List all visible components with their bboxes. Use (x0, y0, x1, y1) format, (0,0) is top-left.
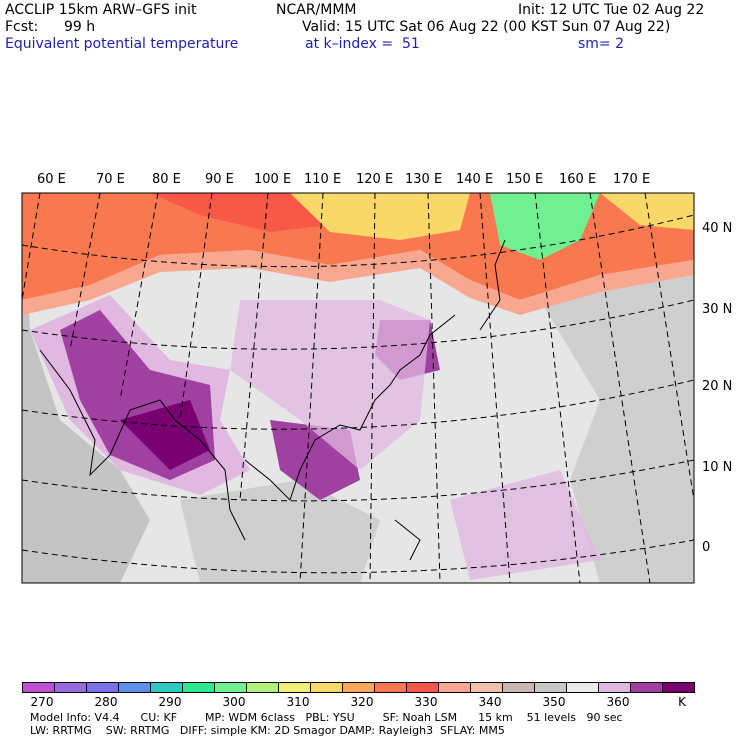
colorbar-tick: 320 (350, 695, 374, 709)
yellow-region (290, 193, 470, 240)
lon-label: 100 E (254, 172, 292, 187)
colorbar-swatch (375, 683, 407, 692)
lon-label: 150 E (506, 172, 544, 187)
valid-time: Valid: 15 UTC Sat 06 Aug 22 (00 KST Sun … (302, 19, 671, 35)
lon-label: 110 E (304, 172, 342, 187)
colorbar-swatch (663, 683, 694, 692)
init-time: Init: 12 UTC Tue 02 Aug 22 (518, 2, 705, 18)
organization-label: NCAR/MMM (276, 2, 357, 18)
colorbar-swatch (119, 683, 151, 692)
vertical-level: at k–index = 51 (305, 36, 420, 52)
colorbar-tick: 360 (606, 695, 630, 709)
colorbar-swatch (311, 683, 343, 692)
model-info-line2: LW: RRTMG SW: RRTMG DIFF: simple KM: 2D … (30, 724, 505, 737)
lon-label: 70 E (96, 172, 125, 187)
colorbar-swatch (471, 683, 503, 692)
colorbar-swatch (535, 683, 567, 692)
colorbar-swatch (599, 683, 631, 692)
lat-label: 30 N (702, 302, 733, 317)
colorbar-swatch (279, 683, 311, 692)
colorbar-swatch (567, 683, 599, 692)
colorbar-tick: 290 (158, 695, 182, 709)
colorbar-swatch (631, 683, 663, 692)
warm-band-edge (22, 250, 694, 315)
lon-label: 90 E (205, 172, 234, 187)
map-frame (21, 192, 695, 584)
light-purple-pacific (450, 470, 600, 580)
colorbar-swatch (183, 683, 215, 692)
colorbar-tick: 280 (94, 695, 118, 709)
lon-label: 120 E (356, 172, 394, 187)
lat-label: 20 N (702, 379, 733, 394)
colorbar-swatch (439, 683, 471, 692)
colorbar-swatch (87, 683, 119, 692)
colorbar (22, 682, 695, 693)
lon-label: 140 E (456, 172, 494, 187)
forecast-hour: 99 h (64, 19, 96, 35)
lon-label: 170 E (613, 172, 651, 187)
field-name: Equivalent potential temperature (5, 36, 239, 52)
colorbar-tick: 350 (542, 695, 566, 709)
colorbar-tick: 310 (286, 695, 310, 709)
colorbar-tick: 340 (478, 695, 502, 709)
lon-label: 160 E (559, 172, 597, 187)
colorbar-swatch (343, 683, 375, 692)
coastlines (39, 239, 506, 561)
colorbar-tick: 330 (414, 695, 438, 709)
green-region (490, 193, 600, 260)
lat-label: 10 N (702, 460, 733, 475)
dark-purple-bay-of-bengal (120, 400, 210, 470)
colorbar-swatch (23, 683, 55, 692)
colorbar-swatch (151, 683, 183, 692)
light-purple-china (230, 300, 430, 470)
forecast-label: Fcst: (5, 19, 39, 35)
colorbar-tick: 270 (30, 695, 54, 709)
lat-label: 40 N (702, 221, 733, 236)
smoothing-label: sm= 2 (578, 36, 625, 52)
colorbar-tick: 300 (222, 695, 246, 709)
lon-label: 80 E (152, 172, 181, 187)
map-field (22, 193, 694, 583)
colorbar-swatch (247, 683, 279, 692)
colorbar-swatch (407, 683, 439, 692)
lat-label: 0 (702, 540, 711, 555)
model-title: ACCLIP 15km ARW–GFS init (5, 2, 197, 18)
colorbar-swatch (55, 683, 87, 692)
grey-region-maritime (180, 480, 380, 583)
model-info-line1: Model Info: V4.4 CU: KF MP: WDM 6class P… (30, 711, 623, 724)
lon-label: 60 E (37, 172, 66, 187)
grey-region-pacific (540, 270, 694, 583)
colorbar-unit: K (678, 695, 686, 709)
grey-region-west (22, 193, 150, 583)
colorbar-swatch (215, 683, 247, 692)
lon-label: 130 E (405, 172, 443, 187)
graticule (22, 193, 694, 583)
colorbar-swatch (503, 683, 535, 692)
